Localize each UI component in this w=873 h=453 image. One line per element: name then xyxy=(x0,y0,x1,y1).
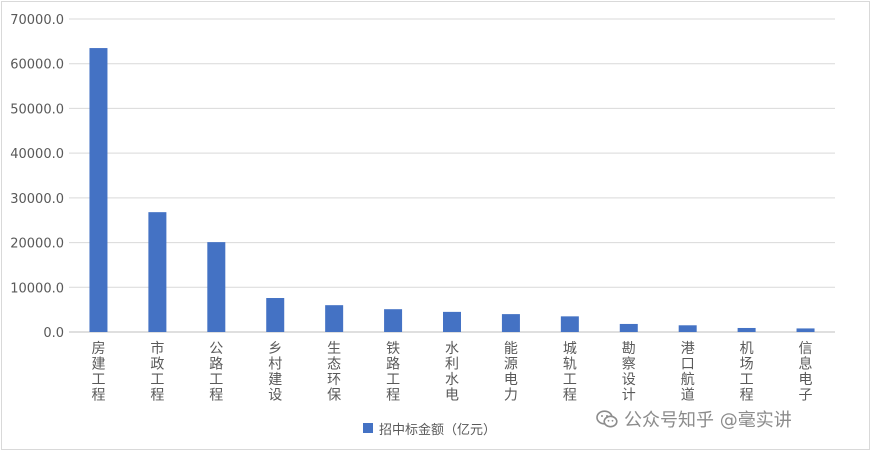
x-tick-label: 信息电子 xyxy=(799,341,813,404)
bar xyxy=(89,48,108,333)
bar xyxy=(266,298,285,332)
wechat-icon xyxy=(596,410,618,428)
bar xyxy=(678,325,697,332)
bars xyxy=(89,48,815,333)
x-tick-label: 水利水电 xyxy=(445,341,459,404)
x-tick-label: 市政工程 xyxy=(150,340,164,404)
legend: 招中标金额（亿元） xyxy=(363,418,496,438)
bar xyxy=(325,305,344,332)
x-tick-label: 铁路工程 xyxy=(386,341,400,404)
bar xyxy=(619,323,638,332)
watermark-text: 公众号知乎 @毫实讲 xyxy=(624,410,792,431)
legend-label: 招中标金额（亿元） xyxy=(379,422,497,438)
y-tick-label: 70000.0 xyxy=(10,13,64,28)
bar xyxy=(207,242,226,332)
bar xyxy=(501,314,520,332)
y-tick-label: 50000.0 xyxy=(10,102,64,117)
x-tick-label: 城轨工程 xyxy=(563,341,577,404)
y-tick-label: 40000.0 xyxy=(10,147,64,162)
x-axis-labels: 房建工程 市政工程 公路工程 乡村建设 生态环保 铁路工程 水利水电 能源电力 城轨工程 勘察设计… xyxy=(91,340,812,404)
y-tick-label: 0.0 xyxy=(43,326,64,341)
y-tick-label: 30000.0 xyxy=(10,192,64,207)
bar xyxy=(796,328,815,332)
x-tick-label: 乡村建设 xyxy=(268,341,282,404)
x-tick-label: 生态环保 xyxy=(327,341,341,404)
y-tick-label: 60000.0 xyxy=(10,58,64,73)
x-tick-label: 机场工程 xyxy=(740,341,754,404)
x-tick-label: 房建工程 xyxy=(91,341,105,404)
y-axis-ticks: 0.0 10000.0 20000.0 30000.0 40000.0 50000.0 60… xyxy=(10,13,64,341)
x-tick-label: 能源电力 xyxy=(504,341,518,404)
bar xyxy=(443,311,461,332)
y-tick-label: 20000.0 xyxy=(10,237,64,252)
x-tick-label: 勘察设计 xyxy=(622,341,636,404)
x-tick-label: 公路工程 xyxy=(209,341,223,404)
bar xyxy=(737,327,756,332)
bar xyxy=(384,309,403,332)
bar xyxy=(560,316,579,332)
x-tick-label: 港口航道 xyxy=(681,341,695,404)
grid-lines xyxy=(69,18,835,333)
bar xyxy=(148,212,167,332)
watermark: 公众号知乎 @毫实讲 xyxy=(596,406,792,432)
legend-swatch xyxy=(363,423,373,433)
y-tick-label: 10000.0 xyxy=(10,281,64,296)
